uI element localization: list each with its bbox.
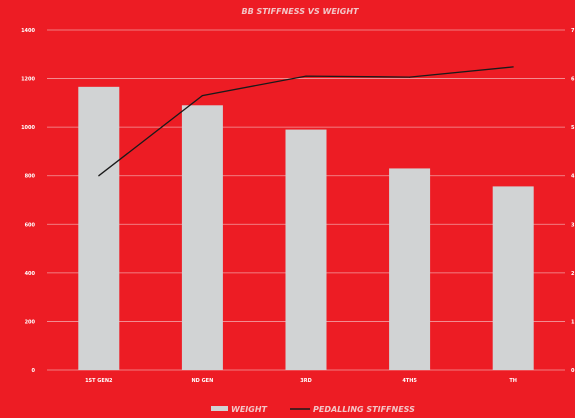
x-tick-label: TH <box>509 378 517 384</box>
y-axis-right: 0 1 2 3 4 5 6 7 <box>571 28 575 374</box>
legend: WEIGHT PEDALLING STIFFNESS <box>211 405 415 414</box>
x-tick-label: 4TH5 <box>402 378 417 384</box>
stiffness-point <box>512 66 514 68</box>
y2-tick-label: 5 <box>571 125 575 131</box>
y2-tick-label: 1 <box>571 319 575 325</box>
bar <box>492 186 534 370</box>
y2-tick-label: 0 <box>571 368 575 374</box>
y2-tick-label: 7 <box>571 28 575 34</box>
chart-title: BB STIFFNESS VS WEIGHT <box>241 7 359 16</box>
stiffness-point <box>409 76 411 78</box>
line-series <box>98 66 514 177</box>
bar <box>285 129 327 370</box>
y-tick-label: 1200 <box>21 77 35 83</box>
bar-series <box>78 86 534 371</box>
bar <box>181 105 223 371</box>
bar <box>78 86 120 370</box>
stiffness-point <box>98 175 100 177</box>
x-tick-label: ND GEN <box>192 378 214 384</box>
y-tick-label: 0 <box>32 368 36 374</box>
y-tick-label: 800 <box>25 174 36 180</box>
y2-tick-label: 3 <box>571 222 575 228</box>
legend-stiffness-label: PEDALLING STIFFNESS <box>313 405 415 414</box>
stiffness-point <box>305 75 307 77</box>
x-tick-label: 3RD <box>300 378 311 384</box>
x-axis: 1ST GEN2 ND GEN 3RD 4TH5 TH <box>85 378 517 384</box>
y-tick-label: 1400 <box>21 28 35 34</box>
y2-tick-label: 4 <box>571 174 575 180</box>
stiffness-point <box>201 94 203 97</box>
y-tick-label: 1000 <box>21 125 35 131</box>
y-tick-label: 600 <box>25 222 36 228</box>
y2-tick-label: 2 <box>571 271 575 277</box>
y2-tick-label: 6 <box>571 77 575 83</box>
legend-weight-swatch <box>211 406 228 411</box>
y-tick-label: 400 <box>25 271 36 277</box>
y-tick-label: 200 <box>25 319 36 325</box>
bar <box>389 168 431 370</box>
x-tick-label: 1ST GEN2 <box>85 378 113 384</box>
y-axis-left: 0 200 400 600 800 1000 1200 1400 <box>21 28 35 374</box>
legend-weight-label: WEIGHT <box>231 405 268 414</box>
